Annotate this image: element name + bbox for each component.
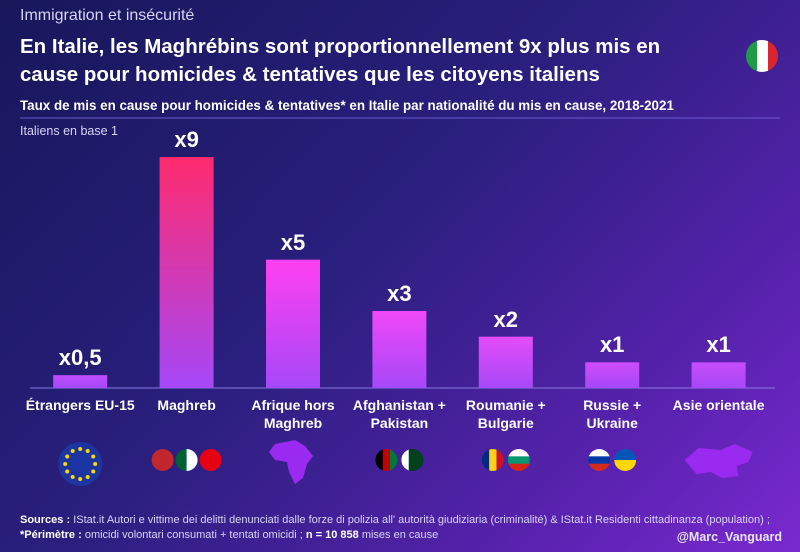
eu-star — [85, 449, 90, 454]
sources-label: Sources : — [20, 514, 71, 526]
africa-map — [269, 440, 313, 484]
stripe — [210, 449, 222, 471]
x-tick-label: Roumanie + Bulgarie — [465, 397, 546, 431]
eu-star — [63, 462, 68, 466]
stripe — [175, 449, 188, 471]
stripe — [375, 449, 384, 471]
eu-star — [93, 462, 98, 466]
n-label: n = 10 858 — [305, 529, 359, 541]
stripe — [382, 449, 391, 471]
eu-star — [91, 469, 96, 474]
bar — [53, 375, 108, 388]
flag — [507, 449, 530, 471]
flag — [151, 449, 174, 471]
flag — [199, 449, 222, 471]
stripe — [489, 449, 497, 471]
eu-star — [78, 477, 83, 481]
bar — [478, 336, 533, 388]
credit: @Marc_Vanguard — [676, 530, 782, 544]
x-tick-label: Afrique hors Maghreb — [251, 397, 335, 431]
stripe — [588, 456, 611, 465]
stripe — [199, 449, 212, 471]
eu-star — [70, 474, 75, 479]
stripe — [186, 449, 198, 471]
stripe — [588, 463, 611, 471]
x-tick-label: Russie + Ukraine — [583, 397, 642, 431]
bar — [372, 311, 427, 388]
flag — [588, 449, 611, 471]
n-text: mises en cause — [361, 529, 439, 541]
stripe — [401, 449, 410, 471]
x-tick-label: Étrangers EU-15 — [25, 397, 135, 413]
eu-star — [65, 469, 70, 474]
value-label: x3 — [387, 281, 412, 306]
stripe — [416, 449, 424, 471]
subtitle: Taux de mis en cause pour homicides & te… — [20, 98, 674, 113]
flag — [375, 449, 398, 471]
eu-star — [70, 449, 75, 454]
stripe — [507, 463, 530, 471]
value-label: x2 — [493, 306, 519, 332]
eu-star — [91, 454, 96, 459]
kicker: Immigration et insécurité — [20, 7, 195, 24]
perimetre-text: omicidi volontari consumati + tentati om… — [84, 529, 303, 541]
asia-map — [684, 444, 753, 478]
stripe — [614, 460, 637, 471]
bar — [159, 157, 214, 388]
stripe — [408, 449, 417, 471]
footer: Sources : IStat.it Autori e vittime dei … — [20, 513, 780, 543]
eu-map — [58, 442, 103, 486]
stripe — [507, 456, 530, 465]
stripe — [390, 449, 398, 471]
stripe — [614, 449, 637, 461]
flag — [175, 449, 198, 471]
eu-star — [65, 454, 70, 459]
stripe — [588, 449, 611, 457]
value-label: x9 — [174, 127, 199, 152]
chart-title: En Italie, les Maghrébins sont proportio… — [20, 35, 661, 86]
x-tick-label: Asie orientale — [672, 397, 765, 413]
stripe — [496, 449, 504, 471]
stripe — [162, 449, 174, 471]
note: Italiens en base 1 — [20, 124, 118, 138]
value-label: x0,5 — [58, 345, 102, 371]
bar — [691, 362, 746, 388]
sources-text: IStat.it Autori e vittime dei delitti de… — [73, 514, 770, 526]
value-label: x1 — [706, 332, 731, 358]
x-tick-label: Afghanistan + Pakistan — [352, 397, 446, 431]
eu-star — [85, 474, 90, 479]
italy-flag — [746, 40, 778, 72]
flag — [481, 449, 504, 471]
stripe — [481, 449, 490, 471]
flag — [614, 449, 637, 471]
bar — [585, 362, 640, 388]
value-label: x1 — [599, 332, 625, 358]
perimetre-label: *Périmètre : — [20, 529, 82, 541]
value-label: x5 — [280, 229, 306, 255]
x-tick-label: Maghreb — [157, 397, 216, 413]
eu-star — [78, 447, 83, 451]
bar — [266, 259, 320, 388]
flag — [401, 449, 424, 471]
stripe — [507, 449, 530, 457]
stripe — [151, 449, 164, 471]
